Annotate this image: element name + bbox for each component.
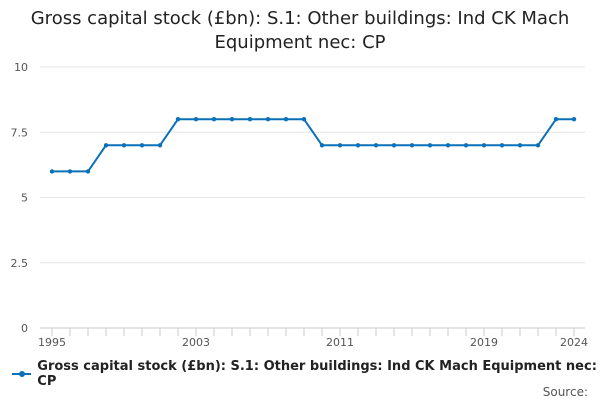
legend-line-marker-icon: [12, 371, 32, 377]
x-tick-label: 2019: [470, 336, 498, 349]
data-point: [175, 117, 181, 122]
data-point: [481, 143, 487, 148]
chart-title-line-2: Equipment nec: CP: [214, 32, 386, 53]
data-point: [157, 143, 163, 148]
data-point: [517, 143, 523, 148]
data-point: [391, 143, 397, 148]
data-point: [571, 117, 577, 122]
data-point: [499, 143, 505, 148]
data-point: [265, 117, 271, 122]
data-point: [535, 143, 541, 148]
data-point: [427, 143, 433, 148]
gridlines: [40, 66, 585, 329]
chart-title: Gross capital stock (£bn): S.1: Other bu…: [0, 7, 600, 55]
data-points: [49, 117, 577, 174]
data-point: [211, 117, 217, 122]
data-point: [85, 169, 91, 174]
x-tick-label: 2003: [182, 336, 210, 349]
x-tick-label: 2024: [560, 336, 588, 349]
data-point: [553, 117, 559, 122]
data-point: [373, 143, 379, 148]
data-point: [121, 143, 127, 148]
data-point: [409, 143, 415, 148]
legend-label: Gross capital stock (£bn): S.1: Other bu…: [37, 359, 597, 389]
data-point: [193, 117, 199, 122]
data-point: [283, 117, 289, 122]
x-axis: 1995 2003 2011 2019 2024: [38, 328, 588, 349]
data-point: [103, 143, 109, 148]
data-point: [49, 169, 55, 174]
legend: Gross capital stock (£bn): S.1: Other bu…: [12, 359, 600, 389]
data-point: [445, 143, 451, 148]
data-point: [247, 117, 253, 122]
data-point: [337, 143, 343, 148]
data-point: [463, 143, 469, 148]
data-point: [355, 143, 361, 148]
data-point: [67, 169, 73, 174]
y-tick-label: 7.5: [11, 126, 29, 139]
data-point: [229, 117, 235, 122]
y-tick-label: 0: [21, 322, 28, 335]
y-tick-label: 10: [14, 61, 28, 74]
y-tick-label: 2.5: [11, 257, 29, 270]
chart-title-line-1: Gross capital stock (£bn): S.1: Other bu…: [30, 8, 570, 29]
y-tick-label: 5: [21, 192, 28, 205]
y-axis-ticks: 0 2.5 5 7.5 10: [11, 61, 29, 335]
x-tick-label: 2011: [326, 336, 354, 349]
series-line: [52, 118, 574, 173]
data-point: [301, 117, 307, 122]
data-point: [319, 143, 325, 148]
source-label: Source:: [542, 385, 588, 399]
x-tick-label: 1995: [38, 336, 66, 349]
data-point: [139, 143, 145, 148]
